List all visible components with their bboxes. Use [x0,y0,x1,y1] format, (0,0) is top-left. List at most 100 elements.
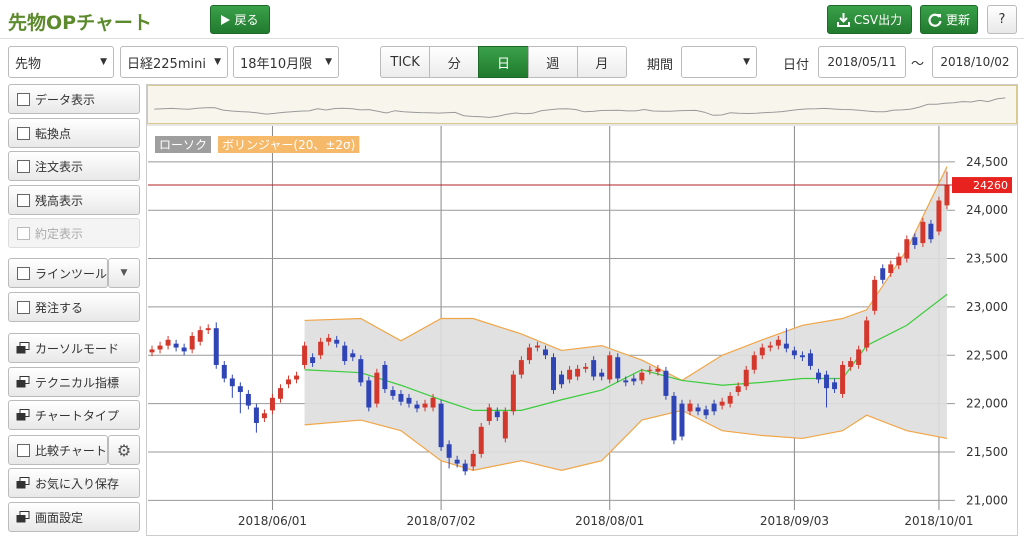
sidebar-label: 約定表示 [35,226,84,241]
candle-body [350,353,356,358]
period-button[interactable]: 日 [478,46,529,78]
period-button[interactable]: TICK [380,46,431,78]
candle-body [727,395,733,404]
date-from-value: 2018/05/11 [827,55,897,69]
range-label: 期間 [647,58,674,73]
period-button[interactable]: 月 [576,46,628,78]
csv-button[interactable]: CSV出力 [827,5,912,34]
candle-body [342,345,348,362]
candle-body [832,382,838,390]
sidebar-button[interactable]: 注文表示 [8,151,140,181]
product-value: 先物 [15,56,42,72]
candle-body [583,366,589,369]
date-to-value: 2018/10/02 [940,55,1010,69]
date-from[interactable]: 2018/05/11 [818,46,906,78]
candle-body [414,404,420,409]
candle-body [310,357,316,364]
y-tick-label: 22,000 [966,397,1008,411]
candle-body [711,403,717,412]
candle-body [791,350,797,356]
candle-body [807,353,813,366]
candle-body [237,386,243,393]
candle-body [695,407,701,412]
back-button[interactable]: 戻る [210,5,270,34]
sidebar-label: テクニカル指標 [35,375,120,390]
candle-body [189,335,195,350]
sidebar-button[interactable]: データ表示 [8,84,140,114]
sidebar-button[interactable]: 発注する [8,292,140,322]
date-to[interactable]: 2018/10/02 [932,46,1018,78]
candle-body [245,393,251,406]
date-separator: ～ [911,57,925,72]
settings-button[interactable]: ⚙ [108,435,140,465]
candle-body [213,328,219,365]
product-select[interactable]: 先物 ▼ [8,46,114,78]
candle-body [920,221,926,244]
candle-body [157,345,163,350]
candle-body [671,395,677,441]
help-button[interactable]: ? [987,5,1017,34]
refresh-button[interactable]: 更新 [920,5,978,34]
candle-body [928,223,934,240]
candle-body [261,413,267,419]
candle-body [848,361,854,367]
last-price-box [952,177,1012,194]
period-button[interactable]: 分 [429,46,480,78]
last-price-label: 24260 [973,179,1008,192]
candle-body [510,374,516,412]
sidebar-button: 約定表示 [8,218,140,248]
x-tick-label: 2018/10/01 [904,514,973,528]
candle-body [181,347,187,352]
sidebar-label: お気に入り保存 [35,476,120,491]
overview-line [154,97,1006,118]
candle-body [422,403,428,408]
period-label: 月 [595,56,609,72]
sidebar-label: 画面設定 [35,510,84,525]
candle-body [269,397,275,411]
sidebar-button[interactable]: 画面設定 [8,502,140,532]
sidebar-label: 発注する [35,300,84,315]
candle-body [542,349,548,356]
candle-body [294,375,300,380]
menu-toggle[interactable]: ▼ [108,258,140,288]
bollinger-upper [304,166,948,382]
legend-label: ローソク [159,138,207,152]
sidebar-button[interactable]: お気に入り保存 [8,468,140,498]
candle-body [534,345,540,348]
sidebar-button[interactable]: カーソルモード [8,333,140,363]
window-icon [16,409,30,421]
sidebar-button[interactable]: 比較チャート [8,435,108,465]
candle-body [904,239,910,259]
sidebar-button[interactable]: テクニカル指標 [8,367,140,397]
header-divider [0,38,1024,39]
candle-body [454,459,460,464]
checkbox [17,159,30,173]
range-select[interactable]: ▼ [681,46,757,78]
underlying-select[interactable]: 日経225mini ▼ [120,46,228,78]
candle-body [775,339,781,346]
candle-body [840,364,846,394]
candle-body [382,364,388,390]
sidebar-button[interactable]: 残高表示 [8,185,140,215]
candle-body [607,355,613,380]
candle-body [406,397,412,404]
candle-body [229,378,235,387]
candle-body [936,200,942,232]
sidebar-button[interactable]: チャートタイプ [8,400,140,430]
sidebar-button[interactable]: 転換点 [8,118,140,148]
candle-body [559,374,565,385]
period-button[interactable]: 週 [527,46,578,78]
candle-body [896,256,902,266]
candle-body [743,369,749,387]
candle-body [799,355,805,358]
contract-select[interactable]: 18年10月限 ▼ [233,46,339,78]
candle-body [478,426,484,454]
candle-body [888,264,894,274]
candle-body [302,345,308,365]
candle-body [286,379,292,385]
candle-body [864,320,870,348]
sidebar-button[interactable]: ラインツール [8,258,108,288]
candle-body [374,372,380,404]
candle-body [253,407,259,423]
